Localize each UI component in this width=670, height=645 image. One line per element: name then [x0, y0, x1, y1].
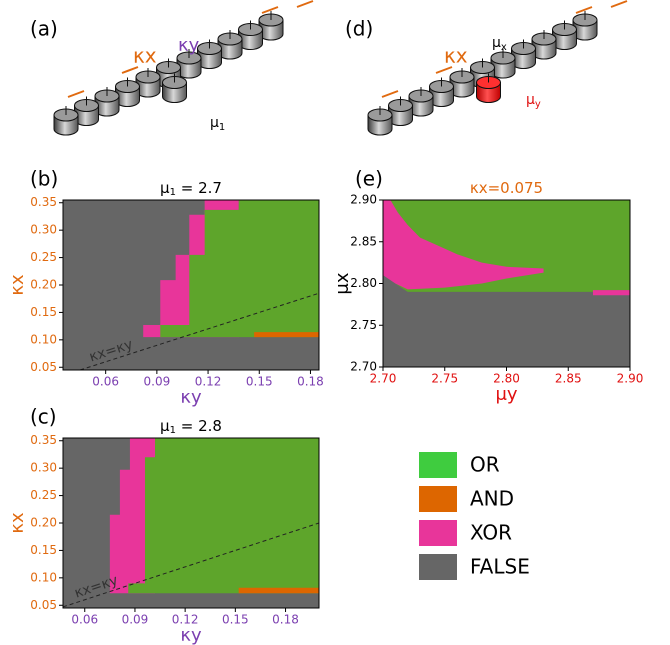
- chart-title: κx=0.075: [470, 179, 543, 197]
- phase-region: [592, 290, 630, 296]
- x-tick-label: 0.09: [144, 375, 171, 389]
- legend: OR AND XOR FALSE: [419, 452, 530, 580]
- y-tick-label: 2.90: [350, 193, 377, 207]
- hop-arrow: [67, 90, 85, 98]
- mu-symbol: μ: [526, 92, 535, 108]
- phase-region: [160, 200, 319, 338]
- legend-swatch: [419, 452, 457, 478]
- y-tick-label: 2.80: [350, 276, 377, 290]
- legend-label: FALSE: [470, 555, 530, 579]
- y-tick-label: 0.20: [30, 278, 57, 292]
- legend-label: XOR: [470, 521, 512, 545]
- title-symbol: μ: [160, 179, 170, 197]
- panel-label: (e): [355, 167, 383, 191]
- y-tick-label: 2.75: [350, 318, 377, 332]
- legend-swatch: [419, 520, 457, 546]
- hop-arrow: [296, 0, 314, 8]
- hop-arrow: [261, 6, 279, 14]
- y-tick-label: 0.05: [30, 360, 57, 374]
- title-rest: = 2.7: [176, 179, 222, 197]
- phase-region: [109, 438, 156, 594]
- x-tick-label: 2.70: [370, 372, 397, 386]
- panel-label: (c): [30, 405, 57, 429]
- y-axis-label: κx: [7, 274, 28, 296]
- legend-label: AND: [470, 487, 514, 511]
- hop-arrow: [121, 66, 139, 74]
- x-tick-label: 0.18: [297, 375, 324, 389]
- mu-sub: y: [535, 99, 541, 110]
- mu-label: μ1: [210, 115, 225, 133]
- y-tick-label: 0.10: [30, 570, 57, 584]
- title-rest: = 2.8: [176, 417, 222, 435]
- x-tick-label: 0.06: [92, 375, 119, 389]
- x-axis-label: μy: [495, 384, 517, 405]
- plot-area: [383, 200, 630, 367]
- y-tick-label: 0.35: [30, 195, 57, 209]
- x-tick-label: 0.18: [272, 613, 299, 627]
- x-tick-label: 2.85: [555, 372, 582, 386]
- kx-label: κx: [444, 44, 468, 68]
- plot-area: [63, 200, 319, 370]
- x-axis-label: κy: [180, 387, 202, 408]
- kx-label: κx: [133, 44, 157, 68]
- y-tick-label: 2.85: [350, 234, 377, 248]
- phase-region: [254, 332, 319, 338]
- y-tick-label: 0.10: [30, 332, 57, 346]
- hop-arrow: [610, 0, 628, 8]
- x-tick-label: 0.06: [71, 613, 98, 627]
- phase-region: [238, 587, 319, 594]
- phase-region: [128, 438, 319, 594]
- mu-sub: 1: [219, 122, 225, 133]
- chart-title: μ1 = 2.8: [160, 417, 222, 437]
- x-tick-label: 0.12: [172, 613, 199, 627]
- y-tick-label: 0.05: [30, 598, 57, 612]
- y-tick-label: 0.35: [30, 433, 57, 447]
- y-tick-label: 0.30: [30, 223, 57, 237]
- panel-label: (a): [30, 17, 58, 41]
- mu-sub: x: [501, 42, 507, 53]
- ky-label: κy: [178, 35, 200, 56]
- legend-swatch: [419, 554, 457, 580]
- legend-swatch: [419, 486, 457, 512]
- y-tick-label: 0.30: [30, 461, 57, 475]
- x-tick-label: 0.15: [222, 613, 249, 627]
- phase-region: [383, 200, 544, 290]
- title-sub: 1: [170, 425, 176, 436]
- y-tick-label: 0.15: [30, 543, 57, 557]
- hop-arrow: [381, 90, 399, 98]
- title-sub: 1: [170, 187, 176, 198]
- x-tick-label: 0.15: [246, 375, 273, 389]
- title-rest: κx=0.075: [470, 179, 543, 197]
- panel-label: (b): [30, 167, 58, 191]
- x-tick-label: 2.80: [493, 372, 520, 386]
- legend-label: OR: [470, 453, 500, 477]
- y-axis-label: μx: [332, 272, 353, 294]
- y-tick-label: 0.25: [30, 250, 57, 264]
- x-tick-label: 2.90: [617, 372, 644, 386]
- hop-arrow: [575, 6, 593, 14]
- panel-label: (d): [345, 17, 373, 41]
- mu-symbol: μ: [492, 35, 501, 51]
- x-tick-label: 0.12: [195, 375, 222, 389]
- plot-area: [63, 438, 319, 608]
- y-tick-label: 0.25: [30, 488, 57, 502]
- y-axis-label: κx: [7, 512, 28, 534]
- chart-title: μ1 = 2.7: [160, 179, 222, 199]
- phase-region: [383, 254, 630, 367]
- y-tick-label: 0.15: [30, 305, 57, 319]
- title-symbol: μ: [160, 417, 170, 435]
- hop-arrow: [435, 66, 453, 74]
- diagonal-line: [63, 522, 319, 608]
- x-tick-label: 2.75: [431, 372, 458, 386]
- mux-label: μx: [492, 35, 507, 53]
- y-tick-label: 0.20: [30, 516, 57, 530]
- x-axis-label: κy: [180, 625, 202, 645]
- x-tick-label: 0.09: [122, 613, 149, 627]
- cartoons: [53, 0, 628, 136]
- y-tick-label: 2.70: [350, 360, 377, 374]
- mu-symbol: μ: [210, 115, 219, 131]
- charts: κx=κy0.06 0.09 0.12 0.15 0.180.050.100.150.2…: [7, 167, 643, 645]
- muy-label: μy: [526, 92, 541, 110]
